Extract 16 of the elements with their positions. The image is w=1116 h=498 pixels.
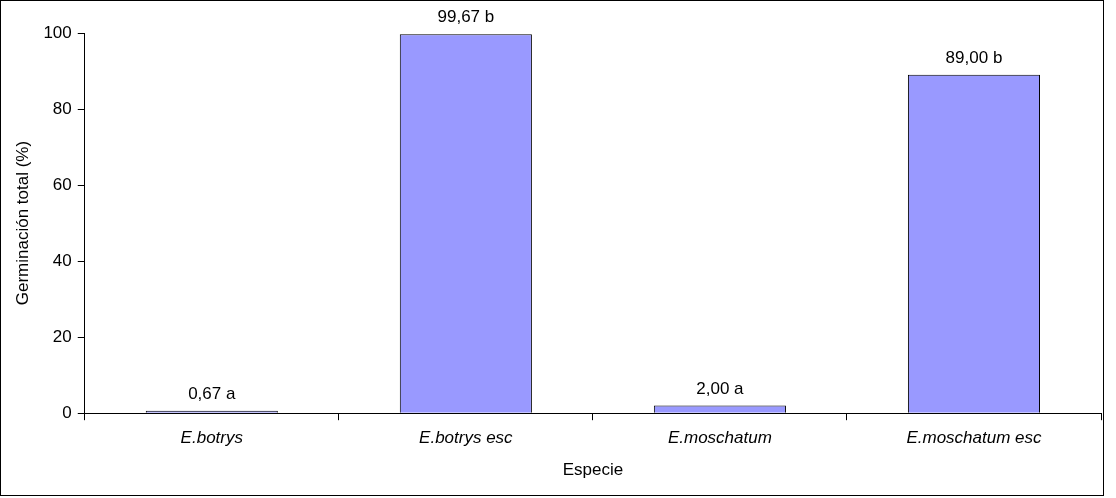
y-tick-label: 60	[52, 174, 72, 194]
y-tick-label: 80	[52, 98, 72, 118]
x-axis-title: Especie	[562, 460, 624, 480]
data-label: 89,00 b	[945, 48, 1003, 68]
x-tick-label: E.botrys	[180, 428, 244, 448]
y-tick-label: 40	[52, 250, 72, 270]
y-tick-label: 100	[43, 22, 72, 42]
x-tick-label: E.botrys esc	[419, 428, 514, 448]
y-axis-title: Germinación total (%)	[12, 140, 32, 306]
data-label: 99,67 b	[437, 7, 495, 27]
data-label: 2,00 a	[696, 378, 745, 398]
y-tick-label: 0	[62, 402, 72, 422]
x-tick-label: E.moschatum esc	[906, 428, 1043, 448]
y-tick-label: 20	[52, 326, 72, 346]
data-label: 0,67 a	[188, 383, 236, 403]
x-tick-label: E.moschatum	[667, 428, 772, 448]
